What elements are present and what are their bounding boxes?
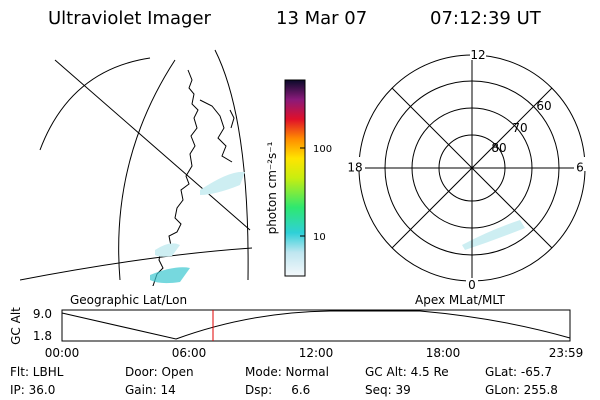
panel-label: Geographic Lat/Lon bbox=[70, 293, 187, 307]
geo-map bbox=[20, 49, 252, 286]
status-field: GLon: 255.8 bbox=[485, 383, 558, 397]
footer: Flt: LBHL Door: Open Mode: Normal GC Alt: 4… bbox=[10, 365, 558, 397]
colorbar bbox=[284, 79, 306, 277]
time: 07:12:39 UT bbox=[430, 8, 542, 29]
status-field: Dsp: 6.6 bbox=[245, 383, 310, 397]
polar-plot: 12 18 6 0 60 70 80 bbox=[345, 46, 586, 292]
status-field: Mode: Normal bbox=[245, 365, 329, 379]
colorbar-tick: 10 bbox=[313, 232, 326, 243]
panel-label: Apex MLat/MLT bbox=[415, 293, 505, 307]
mlt-label: 12 bbox=[470, 48, 485, 62]
colorbar-tick: 100 bbox=[313, 144, 332, 155]
status-field: IP: 36.0 bbox=[10, 383, 55, 397]
lat-label: 70 bbox=[512, 121, 527, 135]
x-label: 06:00 bbox=[172, 346, 207, 360]
y-label: 9.0 bbox=[33, 307, 52, 321]
x-label: 12:00 bbox=[299, 346, 334, 360]
x-label: 00:00 bbox=[45, 346, 80, 360]
colorbar-label: photon cm⁻²s⁻¹ bbox=[265, 141, 279, 234]
lat-label: 60 bbox=[536, 99, 551, 113]
mlt-label: 6 bbox=[576, 161, 584, 175]
status-field: GC Alt: 4.5 Re bbox=[365, 365, 449, 379]
date: 13 Mar 07 bbox=[276, 8, 367, 29]
status-field: Flt: LBHL bbox=[10, 365, 64, 379]
header: Ultraviolet Imager 13 Mar 07 07:12:39 UT bbox=[48, 8, 542, 29]
status-field: Gain: 14 bbox=[125, 383, 176, 397]
mlt-label: 0 bbox=[468, 278, 476, 292]
y-label: 1.8 bbox=[33, 329, 52, 343]
status-field: GLat: -65.7 bbox=[485, 365, 552, 379]
x-label: 23:59 bbox=[549, 346, 584, 360]
status-field: Seq: 39 bbox=[365, 383, 411, 397]
mlt-label: 18 bbox=[347, 161, 362, 175]
status-field: Door: Open bbox=[125, 365, 194, 379]
lat-label: 80 bbox=[491, 141, 506, 155]
x-label: 18:00 bbox=[426, 346, 461, 360]
title: Ultraviolet Imager bbox=[48, 8, 212, 29]
axis-label: GC Alt bbox=[9, 307, 23, 345]
altitude-plot: 9.0 1.8 GC Alt 00:00 06:00 12:00 18:00 2… bbox=[9, 307, 583, 360]
